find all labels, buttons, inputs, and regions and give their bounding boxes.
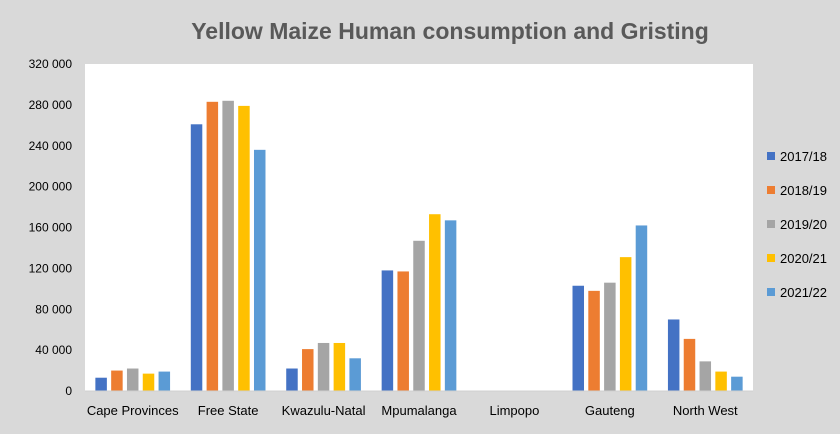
y-tick-label: 40 000 <box>35 343 72 357</box>
bar <box>111 370 123 391</box>
y-tick-label: 280 000 <box>29 98 73 112</box>
y-tick-label: 80 000 <box>35 302 72 316</box>
bar <box>413 240 425 391</box>
legend-label: 2017/18 <box>780 149 827 164</box>
bar <box>302 349 314 391</box>
y-tick-label: 240 000 <box>29 139 73 153</box>
bar <box>699 361 712 391</box>
bar <box>206 101 219 391</box>
bar <box>667 319 680 391</box>
legend-swatch <box>767 288 775 296</box>
bar <box>683 338 696 391</box>
bar <box>715 371 727 391</box>
bar <box>731 376 743 391</box>
legend-label: 2019/20 <box>780 217 827 232</box>
x-category-label: North West <box>673 403 738 418</box>
legend-swatch <box>767 220 775 228</box>
y-tick-label: 320 000 <box>29 57 73 71</box>
bar <box>95 377 107 391</box>
x-category-label: Free State <box>198 403 259 418</box>
bar <box>444 220 457 391</box>
legend-swatch <box>767 254 775 262</box>
x-category-label: Cape Provinces <box>87 403 179 418</box>
x-category-label: Kwazulu-Natal <box>282 403 366 418</box>
legend-swatch <box>767 186 775 194</box>
y-tick-label: 200 000 <box>29 180 73 194</box>
bar <box>190 124 203 392</box>
bar <box>158 371 171 391</box>
bar <box>619 257 632 391</box>
bar <box>126 368 139 391</box>
bar <box>588 290 600 391</box>
bar <box>238 105 250 391</box>
x-category-label: Mpumalanga <box>381 403 457 418</box>
bar <box>286 368 298 391</box>
bar <box>381 270 394 391</box>
y-tick-label: 120 000 <box>29 261 73 275</box>
bar <box>429 214 441 391</box>
bar <box>397 271 409 391</box>
bar <box>142 373 155 391</box>
legend-swatch <box>767 152 775 160</box>
legend-label: 2018/19 <box>780 183 827 198</box>
bar <box>635 225 648 391</box>
bar <box>572 285 585 391</box>
y-axis-ticks: 0 40 000 80 000 120 000 160 000 200 000 240 00… <box>29 57 73 398</box>
x-category-label: Limpopo <box>489 403 539 418</box>
x-category-label: Gauteng <box>585 403 635 418</box>
bar <box>333 342 346 391</box>
bar <box>349 358 361 391</box>
legend-label: 2020/21 <box>780 251 827 266</box>
y-tick-label: 0 <box>65 384 72 398</box>
legend-label: 2021/22 <box>780 285 827 300</box>
bar <box>253 149 266 391</box>
bar <box>222 100 234 391</box>
legend: 2017/18 2018/19 2019/20 2020/21 2021/22 <box>767 149 827 300</box>
chart-title: Yellow Maize Human consumption and Grist… <box>191 18 709 44</box>
bar <box>317 342 330 391</box>
y-tick-label: 160 000 <box>29 221 73 235</box>
bar <box>604 282 616 391</box>
x-axis-labels: Cape Provinces Free State Kwazulu-Natal Mpu… <box>87 403 738 418</box>
bars <box>95 100 743 392</box>
